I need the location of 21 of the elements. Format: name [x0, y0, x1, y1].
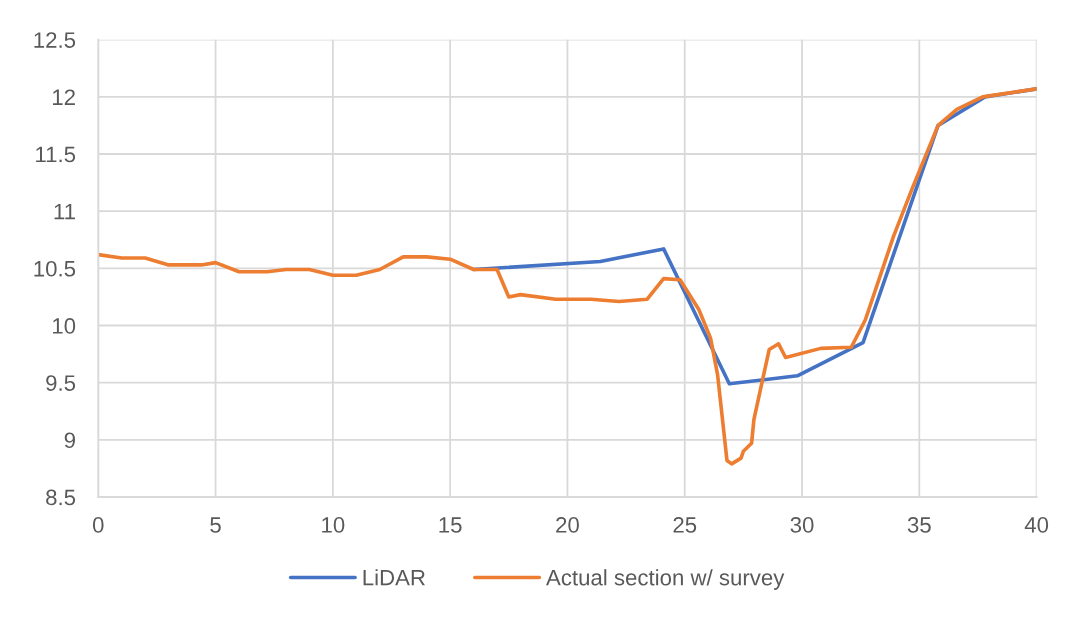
y-tick-label: 11: [54, 203, 75, 220]
y-tick-label: 10: [53, 318, 76, 334]
x-tick-label: 40: [1024, 517, 1049, 533]
y-tick-label: 12: [53, 89, 75, 105]
legend-label: LiDAR: [363, 569, 425, 586]
line-series: [98, 87, 1037, 466]
x-tick-label: 25: [673, 517, 697, 533]
x-tick-label: 35: [907, 517, 931, 533]
x-tick-label: 10: [322, 517, 345, 533]
y-tick-label: 9.5: [46, 375, 76, 391]
x-tick-label: 20: [556, 517, 579, 533]
y-tick-label: 12.5: [34, 32, 76, 48]
legend-label: Actual section w/ survey: [546, 569, 785, 590]
x-tick-label: 0: [92, 517, 104, 533]
y-tick-label: 8.5: [46, 489, 76, 506]
x-tick-label: 15: [439, 517, 462, 533]
y-tick-label: 11.5: [36, 146, 76, 163]
x-tick-label: 5: [210, 517, 221, 533]
y-tick-label: 10.5: [34, 260, 76, 277]
x-tick-label: 30: [790, 517, 814, 533]
y-tick-label: 9: [64, 432, 75, 449]
